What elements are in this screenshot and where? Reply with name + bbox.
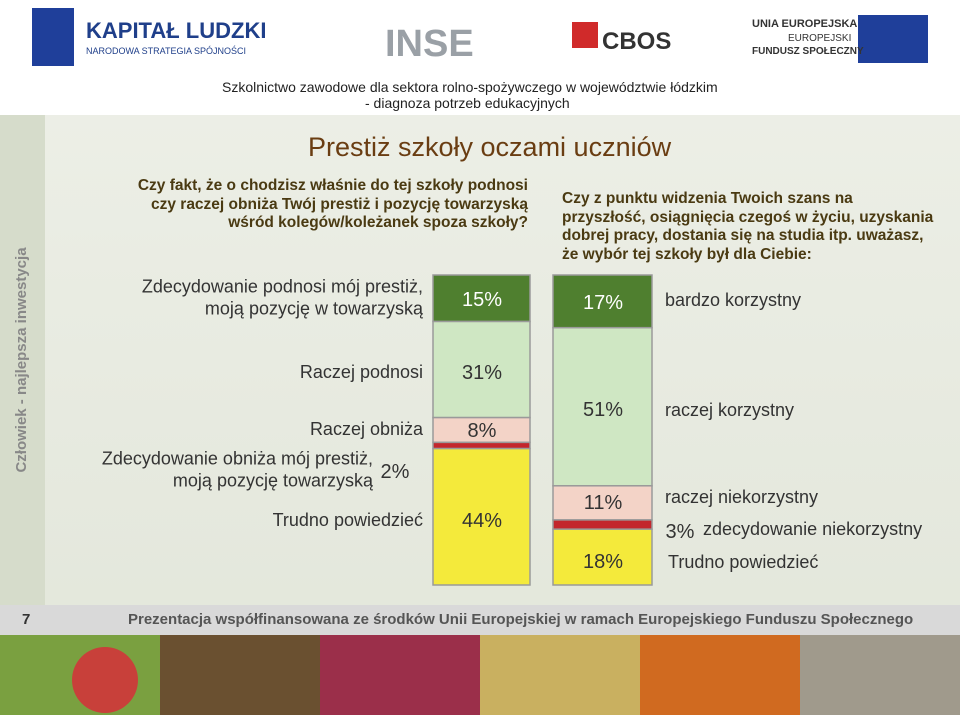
side-band [0, 115, 45, 605]
bar-segment [552, 326, 653, 487]
value-label: 3% [665, 521, 695, 543]
value-label: 44% [461, 510, 503, 532]
legend-label: raczej korzystny [665, 400, 795, 421]
value-label: 2% [380, 461, 410, 483]
legend-label: Trudno powiedzieć [668, 552, 819, 573]
legend-label: Trudno powiedzieć [272, 510, 423, 531]
legend-label: Zdecydowanie obniża mój prestiż, moją po… [101, 448, 373, 490]
logo-text: INSE [385, 23, 474, 65]
value-label: 11% [583, 492, 623, 514]
photo [800, 635, 960, 715]
cbos-logo [572, 22, 598, 48]
legend-label: Raczej podnosi [299, 362, 423, 383]
legend-label: bardzo korzystny [665, 290, 802, 311]
question: Czy fakt, że o chodzisz właśnie do tej s… [137, 177, 528, 232]
photo [160, 635, 320, 715]
header-text: - diagnoza potrzeb edukacyjnych [365, 95, 570, 111]
footer-band [0, 605, 960, 635]
bar-segment [552, 519, 653, 530]
bar-segment [432, 447, 531, 586]
bar-segment [552, 528, 653, 586]
kl-logo [32, 8, 74, 66]
photo [320, 635, 480, 715]
bar-segment [552, 274, 653, 329]
bar-segment [552, 485, 653, 521]
photo [72, 647, 138, 713]
value-label: 8% [467, 420, 497, 442]
logo-text: UNIA EUROPEJSKA [752, 18, 858, 30]
header-band [0, 0, 960, 115]
legend-label: raczej niekorzystny [665, 487, 819, 508]
value-label: 18% [582, 551, 624, 573]
logo-text: CBOS [602, 28, 672, 55]
value-label: 31% [461, 362, 503, 384]
logo-text: KAPITAŁ LUDZKI [86, 18, 267, 43]
value-label: 17% [582, 292, 624, 314]
eu-flag [858, 15, 928, 63]
bar-segment [432, 274, 531, 323]
bar-segment [432, 441, 531, 450]
value-label: 51% [582, 399, 624, 421]
header-text: Szkolnictwo zawodowe dla sektora rolno-s… [222, 79, 718, 95]
logo-text: FUNDUSZ SPOŁECZNY [752, 46, 864, 57]
side-text: Człowiek - najlepsza inwestycja [13, 247, 30, 473]
legend-label: Zdecydowanie podnosi mój prestiż, moją p… [141, 276, 423, 318]
logo-text: EUROPEJSKI [788, 33, 852, 44]
bar-segment [432, 320, 531, 419]
slide-title: Prestiż szkoły oczami uczniów [308, 132, 672, 162]
value-label: 15% [461, 289, 503, 311]
legend-label: Raczej obniża [309, 419, 423, 440]
page-number: 7 [22, 611, 31, 628]
photo [640, 635, 800, 715]
photo [480, 635, 640, 715]
question: Czy z punktu widzenia Twoich szans na pr… [562, 189, 934, 263]
legend-label: zdecydowanie niekorzystny [703, 519, 923, 540]
logo-text: NARODOWA STRATEGIA SPÓJNOŚCI [86, 46, 247, 56]
footer-text: Prezentacja współfinansowana ze środków … [128, 611, 914, 628]
